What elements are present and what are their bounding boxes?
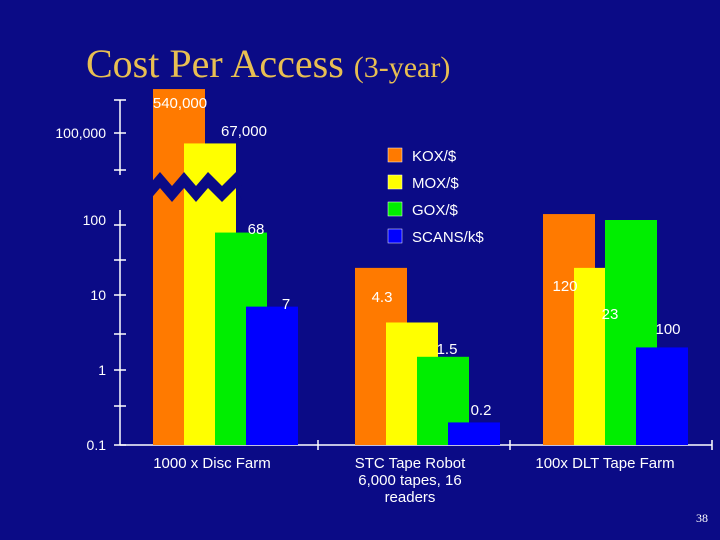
data-label: 68 bbox=[248, 221, 265, 238]
y-tick-label: 100 bbox=[83, 212, 107, 228]
y-tick-label: 10 bbox=[90, 287, 106, 303]
title-main: Cost Per Access bbox=[86, 41, 344, 86]
data-label: 2 bbox=[0, 0, 4, 4]
data-label: 4.3 bbox=[372, 289, 393, 306]
category-label: 1000 x Disc Farm bbox=[153, 455, 271, 472]
legend-label: GOX/$ bbox=[412, 202, 459, 219]
data-label: 67,000 bbox=[221, 123, 267, 140]
data-label: 120 bbox=[552, 278, 577, 295]
data-label: 7 bbox=[282, 296, 290, 313]
legend-swatch bbox=[387, 174, 403, 190]
axis-break bbox=[148, 172, 242, 202]
bar bbox=[246, 306, 298, 445]
y-tick-label: 0.1 bbox=[87, 437, 107, 453]
legend-swatch bbox=[387, 147, 403, 163]
legend-label: SCANS/k$ bbox=[412, 229, 484, 246]
legend-label: KOX/$ bbox=[412, 148, 457, 165]
legend-label: MOX/$ bbox=[412, 175, 459, 192]
data-label: 23 bbox=[602, 306, 619, 323]
y-tick-label: 100,000 bbox=[55, 125, 106, 141]
category-label: readers bbox=[385, 489, 436, 506]
category-label: 100x DLT Tape Farm bbox=[535, 455, 674, 472]
slide-number: 38 bbox=[696, 511, 708, 525]
category-label: 6,000 tapes, 16 bbox=[358, 472, 461, 489]
data-label: 1.5 bbox=[437, 341, 458, 358]
bar bbox=[636, 347, 688, 445]
data-label: 540,000 bbox=[153, 95, 207, 112]
legend-swatch bbox=[387, 201, 403, 217]
data-label: 0.2 bbox=[471, 402, 492, 419]
legend-swatch bbox=[387, 228, 403, 244]
slide-title: Cost Per Access (3-year) bbox=[86, 40, 450, 87]
title-suffix: (3-year) bbox=[353, 51, 451, 84]
y-tick-label: 1 bbox=[98, 362, 106, 378]
bar bbox=[448, 422, 500, 445]
category-label: STC Tape Robot bbox=[355, 455, 466, 472]
data-label: 100 bbox=[655, 321, 680, 338]
